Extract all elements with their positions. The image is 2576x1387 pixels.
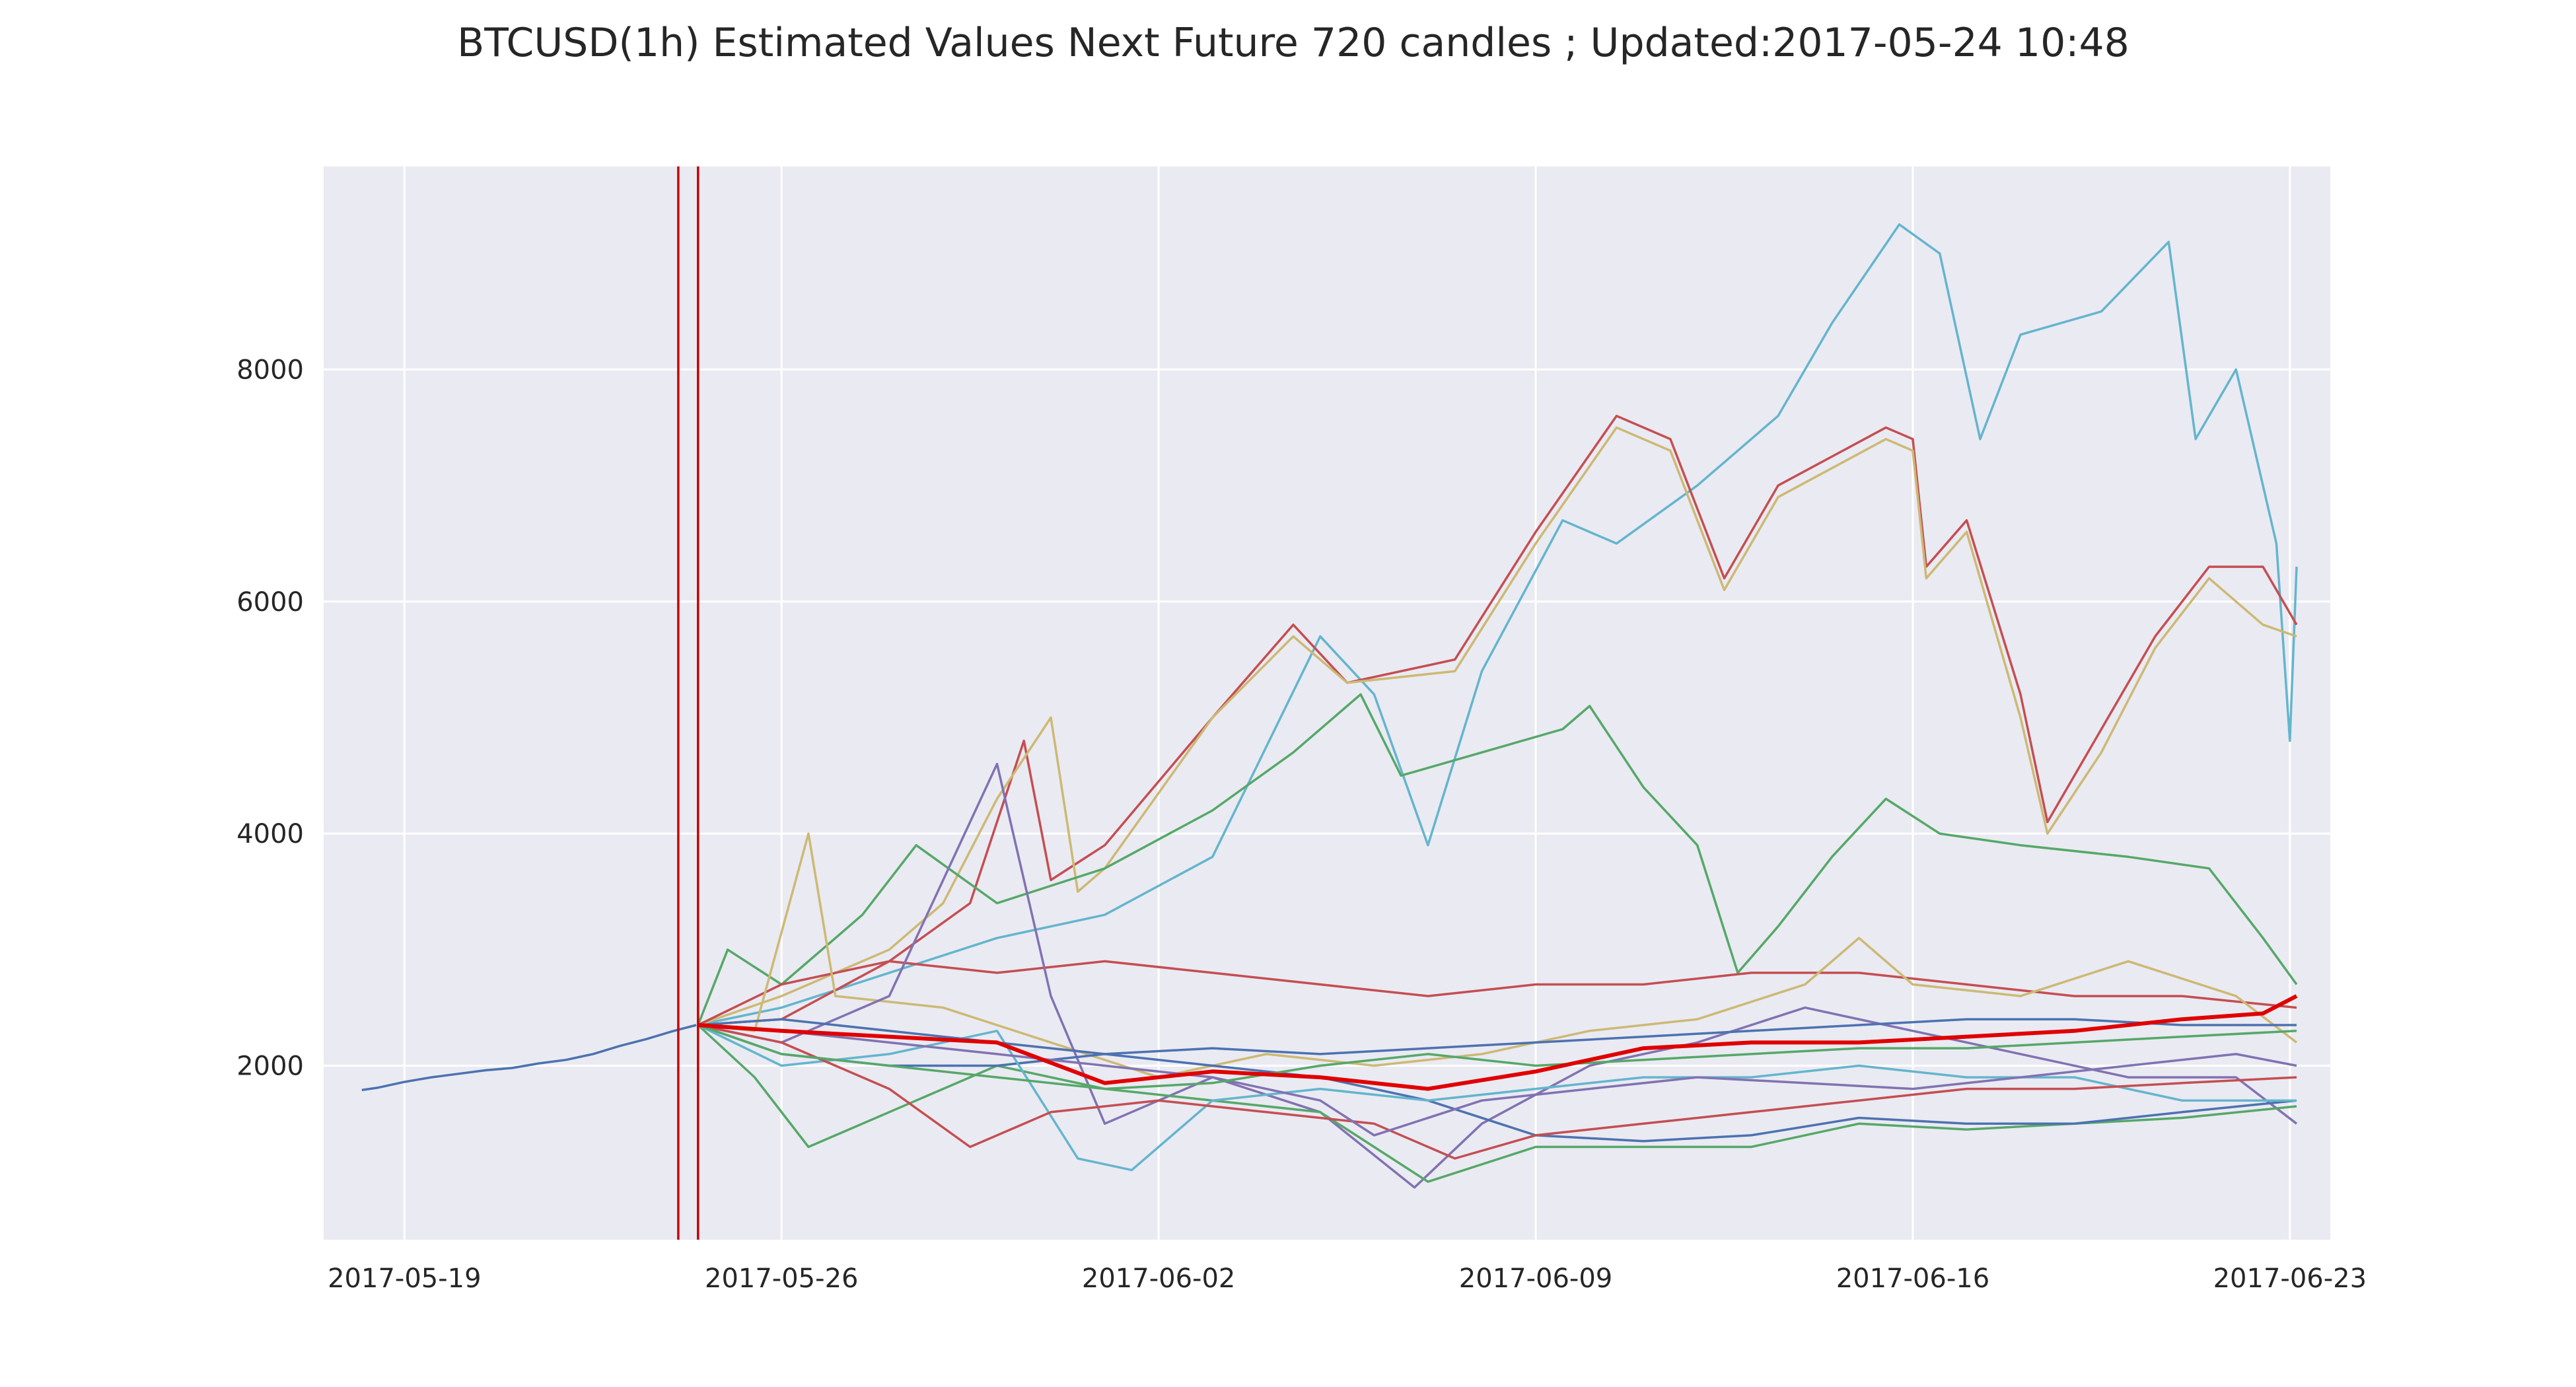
y-tick-label: 6000	[236, 587, 304, 618]
x-tick-label: 2017-06-23	[2213, 1263, 2367, 1294]
series-layer	[361, 223, 2298, 1189]
forecast-series-line	[698, 1024, 2297, 1160]
forecast-series-line	[697, 693, 2298, 1026]
chart-title: BTCUSD(1h) Estimated Values Next Future …	[457, 20, 2129, 66]
forecast-series-line	[698, 1024, 2297, 1137]
forecast-series-line	[698, 426, 2297, 1026]
marker-layer	[677, 166, 699, 1240]
forecast-series-line	[698, 832, 2298, 1079]
y-tick-label: 4000	[236, 819, 304, 849]
x-tick-label: 2017-06-09	[1459, 1263, 1612, 1294]
forecast-series-line	[697, 1024, 2297, 1183]
forecast-series-line	[698, 960, 2297, 1026]
forecast-series-line	[698, 223, 2298, 1026]
x-axis: 2017-05-19 2017-05-26 2017-06-02 2017-06-09…	[328, 1263, 2367, 1294]
grid-layer	[324, 166, 2330, 1240]
x-tick-label: 2017-05-26	[705, 1263, 858, 1294]
y-tick-label: 2000	[236, 1051, 304, 1081]
x-tick-label: 2017-05-19	[328, 1263, 481, 1294]
forecast-series-line	[698, 1024, 2297, 1143]
historical-price-line	[361, 1024, 697, 1092]
mean-forecast-line	[698, 994, 2298, 1091]
y-tick-label: 8000	[236, 355, 304, 385]
x-tick-label: 2017-06-02	[1082, 1263, 1235, 1294]
forecast-series-line	[698, 1024, 2297, 1090]
y-axis: 2000 4000 6000 8000	[236, 355, 304, 1081]
forecast-series-line	[698, 414, 2298, 1026]
forecast-series-line	[698, 1018, 2297, 1055]
x-tick-label: 2017-06-16	[1836, 1263, 1989, 1294]
